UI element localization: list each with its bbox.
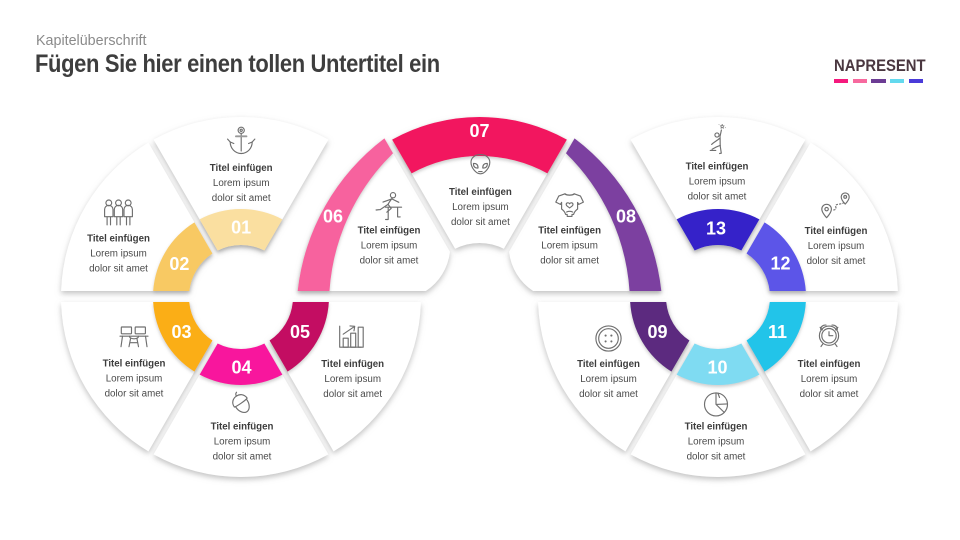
svg-text:Titel einfügen: Titel einfügen <box>686 162 749 173</box>
svg-text:Lorem ipsum: Lorem ipsum <box>106 374 163 385</box>
svg-text:Lorem ipsum: Lorem ipsum <box>452 202 509 213</box>
svg-text:Titel einfügen: Titel einfügen <box>798 359 861 370</box>
svg-text:08: 08 <box>616 207 636 227</box>
svg-text:Lorem ipsum: Lorem ipsum <box>688 437 745 448</box>
svg-text:Lorem ipsum: Lorem ipsum <box>801 374 858 385</box>
svg-text:02: 02 <box>169 254 189 274</box>
svg-text:Titel einfügen: Titel einfügen <box>211 422 274 433</box>
svg-text:Lorem ipsum: Lorem ipsum <box>214 437 271 448</box>
svg-text:Titel einfügen: Titel einfügen <box>449 187 512 198</box>
svg-text:13: 13 <box>706 219 726 239</box>
svg-text:dolor sit amet: dolor sit amet <box>807 256 866 267</box>
svg-text:dolor sit amet: dolor sit amet <box>323 389 382 400</box>
svg-text:Titel einfügen: Titel einfügen <box>577 359 640 370</box>
svg-text:dolor sit amet: dolor sit amet <box>540 256 599 267</box>
svg-text:Lorem ipsum: Lorem ipsum <box>808 241 865 252</box>
svg-text:Titel einfügen: Titel einfügen <box>358 226 421 237</box>
svg-text:dolor sit amet: dolor sit amet <box>360 256 419 267</box>
svg-text:Lorem ipsum: Lorem ipsum <box>213 178 270 189</box>
svg-text:09: 09 <box>647 322 667 342</box>
svg-text:Titel einfügen: Titel einfügen <box>210 163 273 174</box>
svg-text:Titel einfügen: Titel einfügen <box>805 226 868 237</box>
svg-text:dolor sit amet: dolor sit amet <box>105 389 164 400</box>
svg-text:dolor sit amet: dolor sit amet <box>213 452 272 463</box>
svg-text:12: 12 <box>770 254 790 274</box>
svg-text:04: 04 <box>231 358 251 378</box>
svg-text:Titel einfügen: Titel einfügen <box>685 422 748 433</box>
svg-text:Titel einfügen: Titel einfügen <box>321 359 384 370</box>
svg-text:05: 05 <box>290 322 310 342</box>
svg-text:Lorem ipsum: Lorem ipsum <box>541 241 598 252</box>
svg-text:dolor sit amet: dolor sit amet <box>451 217 510 228</box>
svg-text:Titel einfügen: Titel einfügen <box>103 359 166 370</box>
svg-text:03: 03 <box>171 322 191 342</box>
svg-text:11: 11 <box>768 322 787 342</box>
svg-text:01: 01 <box>231 218 251 238</box>
svg-text:dolor sit amet: dolor sit amet <box>688 192 747 203</box>
svg-text:Titel einfügen: Titel einfügen <box>538 226 601 237</box>
svg-text:dolor sit amet: dolor sit amet <box>800 389 859 400</box>
svg-text:06: 06 <box>323 207 343 227</box>
svg-text:07: 07 <box>469 121 489 141</box>
svg-text:Titel einfügen: Titel einfügen <box>87 234 150 245</box>
svg-text:Lorem ipsum: Lorem ipsum <box>361 241 418 252</box>
svg-text:dolor sit amet: dolor sit amet <box>687 452 746 463</box>
svg-text:dolor sit amet: dolor sit amet <box>579 389 638 400</box>
svg-text:10: 10 <box>707 358 727 378</box>
svg-text:dolor sit amet: dolor sit amet <box>89 264 148 275</box>
svg-text:Lorem ipsum: Lorem ipsum <box>324 374 381 385</box>
svg-text:Lorem ipsum: Lorem ipsum <box>90 249 147 260</box>
svg-text:Lorem ipsum: Lorem ipsum <box>580 374 637 385</box>
svg-text:Lorem ipsum: Lorem ipsum <box>689 177 746 188</box>
svg-text:dolor sit amet: dolor sit amet <box>212 193 271 204</box>
